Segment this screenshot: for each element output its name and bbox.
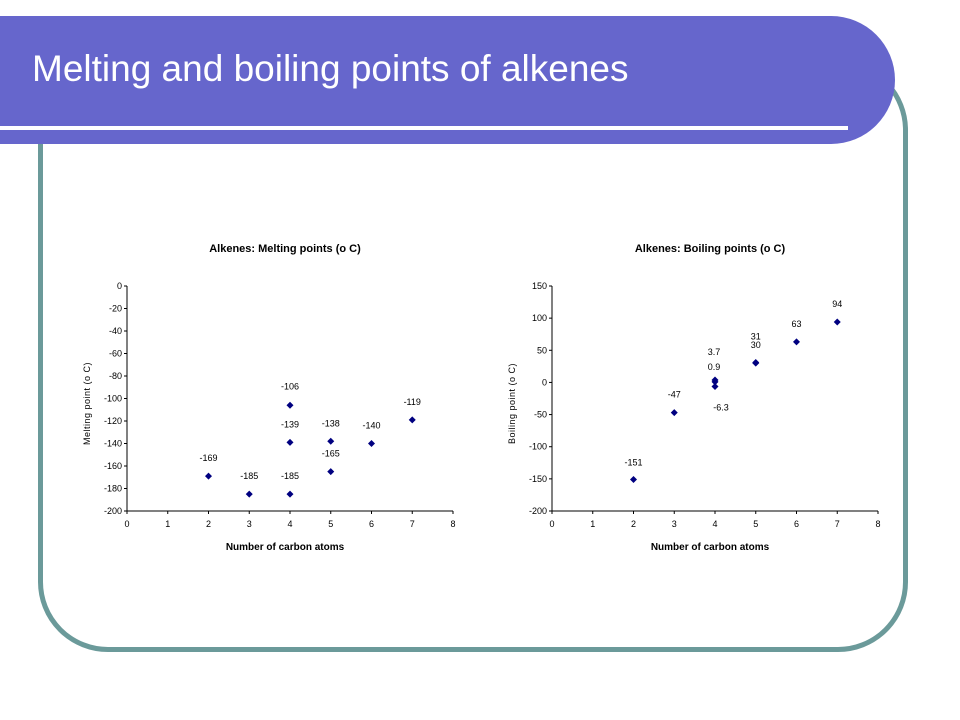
y-tick-label: 0	[117, 281, 122, 291]
x-axis-label: Number of carbon atoms	[651, 542, 770, 553]
data-label: -185	[281, 471, 299, 481]
data-label: 31	[751, 332, 761, 342]
data-point-marker	[205, 472, 212, 480]
data-point-marker	[630, 476, 637, 483]
x-tick-label: 6	[794, 519, 799, 529]
data-label: 0.9	[708, 362, 721, 372]
x-tick-label: 2	[631, 519, 636, 529]
data-label: -106	[281, 381, 299, 391]
chart-title: Alkenes: Boiling points (o C)	[635, 243, 786, 255]
x-tick-label: 5	[328, 519, 333, 529]
x-tick-label: 8	[450, 519, 455, 529]
data-label: -119	[404, 397, 421, 407]
y-tick-label: 150	[532, 281, 547, 291]
y-tick-label: -20	[109, 304, 122, 314]
x-tick-label: 1	[165, 519, 170, 529]
y-tick-label: -40	[109, 326, 122, 336]
data-point-marker	[670, 409, 678, 417]
y-tick-label: -60	[109, 349, 122, 359]
data-label: -185	[240, 471, 258, 481]
data-point-marker	[368, 440, 375, 447]
data-label: -169	[199, 453, 217, 463]
data-point-marker	[286, 490, 294, 498]
y-axis-label: Melting point (o C)	[82, 362, 92, 445]
x-tick-label: 7	[835, 519, 840, 529]
y-tick-label: -180	[104, 484, 122, 494]
melting-point-chart: Alkenes: Melting points (o C) 0 -20 -40 -60 -…	[82, 243, 456, 553]
y-tick-label: -140	[104, 439, 122, 449]
data-point-marker	[752, 359, 760, 367]
y-tick-label: -200	[104, 506, 122, 516]
y-tick-label: -150	[529, 474, 547, 484]
data-label: -140	[362, 421, 380, 431]
data-point-marker	[793, 338, 800, 346]
y-tick-label: -200	[529, 506, 547, 516]
title-banner	[0, 16, 895, 144]
data-point-marker	[711, 382, 719, 390]
data-label: 94	[832, 299, 842, 309]
data-label: -151	[624, 458, 642, 468]
slide-title: Melting and boiling points of alkenes	[32, 48, 629, 89]
data-label: 63	[791, 319, 801, 329]
x-tick-label: 6	[369, 519, 374, 529]
y-tick-label: -50	[534, 410, 547, 420]
data-point-marker	[833, 318, 841, 326]
y-axis-label: Boiling point (o C)	[507, 363, 517, 444]
x-tick-label: 4	[287, 519, 292, 529]
data-label: -138	[322, 418, 340, 428]
x-tick-label: 1	[590, 519, 595, 529]
x-tick-label: 3	[672, 519, 677, 529]
data-label: -47	[668, 390, 681, 400]
y-tick-label: 0	[542, 377, 547, 387]
y-tick-label: -120	[104, 416, 122, 426]
y-tick-label: 50	[537, 345, 547, 355]
x-tick-label: 3	[247, 519, 252, 529]
data-point-marker	[286, 401, 294, 409]
data-label: 3.7	[708, 347, 721, 357]
x-tick-label: 0	[124, 519, 129, 529]
data-point-marker	[408, 416, 416, 424]
y-tick-label: -80	[109, 371, 122, 381]
boiling-point-chart: Alkenes: Boiling points (o C)150100500-5…	[507, 243, 881, 553]
x-tick-label: 8	[875, 519, 880, 529]
x-tick-label: 7	[410, 519, 415, 529]
x-tick-label: 2	[206, 519, 211, 529]
chart-title: Alkenes: Melting points (o C)	[209, 243, 361, 255]
data-point-marker	[245, 490, 253, 498]
data-label: -6.3	[713, 402, 729, 412]
data-point-marker	[327, 437, 335, 445]
data-label: -139	[281, 419, 299, 429]
y-tick-label: 100	[532, 313, 547, 323]
data-point-marker	[327, 468, 335, 476]
x-tick-label: 0	[549, 519, 554, 529]
x-tick-label: 5	[753, 519, 758, 529]
x-tick-label: 4	[712, 519, 717, 529]
title-underline	[0, 126, 848, 130]
data-label: -165	[322, 449, 340, 459]
y-tick-label: -160	[104, 461, 122, 471]
y-tick-label: -100	[104, 394, 122, 404]
data-point-marker	[286, 438, 294, 446]
data-point-marker	[711, 378, 719, 386]
y-tick-label: -100	[529, 442, 547, 452]
x-axis-label: Number of carbon atoms	[226, 542, 345, 553]
data-label: 30	[751, 340, 761, 350]
